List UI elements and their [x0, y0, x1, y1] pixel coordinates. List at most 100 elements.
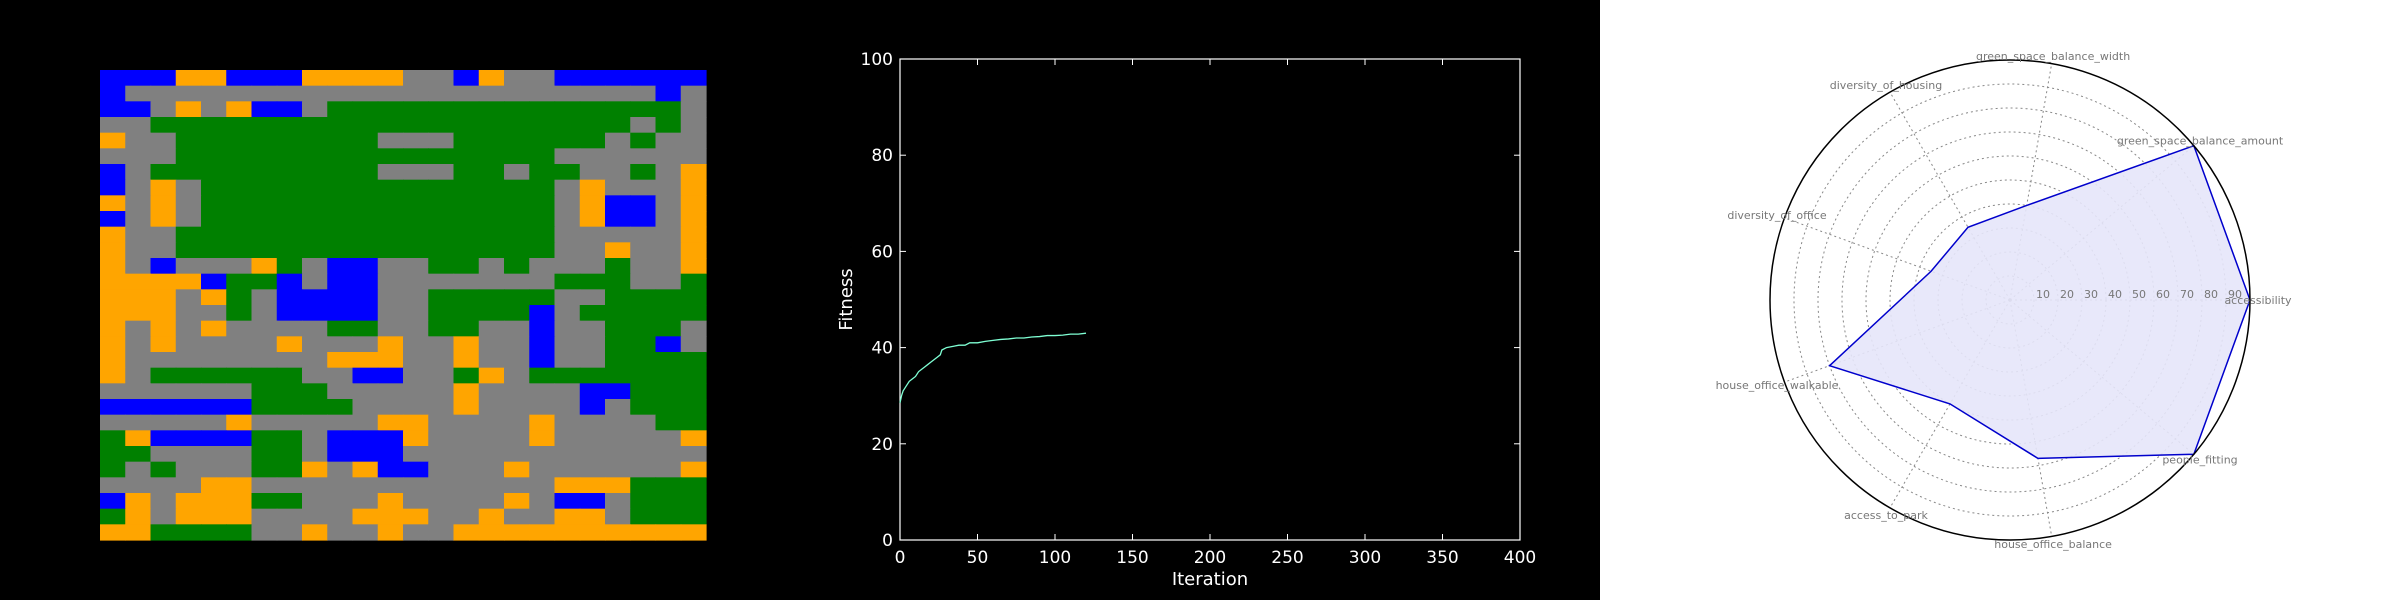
radar-axis-label: diversity_of_housing [1830, 79, 1942, 92]
map-cell-green [276, 164, 303, 181]
map-cell-road [453, 430, 480, 447]
map-cell-green [150, 524, 177, 541]
map-cell-green [605, 117, 631, 134]
map-cell-green [150, 164, 177, 181]
map-cell-blue [377, 461, 404, 478]
map-cell-orange [125, 273, 152, 290]
map-cell-green [377, 226, 404, 243]
map-cell-green [630, 289, 657, 306]
map-cell-blue [554, 493, 581, 510]
map-cell-road [529, 461, 556, 478]
map-cell-green [276, 258, 303, 275]
map-cell-road [579, 446, 606, 463]
map-cell-orange [175, 101, 202, 118]
map-cell-green [428, 242, 455, 259]
map-cell-road [554, 320, 581, 337]
map-cell-green [201, 524, 227, 541]
map-cell-road [150, 477, 177, 494]
map-cell-road [655, 242, 682, 259]
radar-axis-label: house_office_walkable [1716, 379, 1839, 392]
x-axis-label: Iteration [1172, 569, 1248, 590]
map-cell-road [605, 148, 631, 165]
map-cell-blue [276, 289, 303, 306]
map-cell-road [125, 352, 152, 369]
map-cell-road [403, 524, 429, 541]
map-cell-green [327, 179, 354, 196]
x-tick-label: 0 [895, 548, 906, 568]
map-cell-green [529, 195, 556, 212]
map-cell-green [175, 367, 202, 384]
map-cell-road [504, 273, 530, 290]
map-cell-road [150, 383, 177, 400]
map-cell-orange [100, 226, 126, 243]
map-cell-green [352, 164, 379, 181]
map-cell-road [680, 336, 707, 353]
map-cell-road [605, 132, 631, 149]
map-cell-green [529, 117, 556, 134]
map-cell-road [655, 461, 682, 478]
map-cell-green [680, 352, 707, 369]
map-cell-green [428, 101, 455, 118]
map-cell-green [276, 430, 303, 447]
map-cell-road [403, 367, 429, 384]
radar-chart-panel: 10 20 30 40 50 60 70 80 90 accessibility green_spa… [1600, 0, 2400, 600]
map-cell-road [428, 336, 455, 353]
map-cell-road [630, 242, 657, 259]
map-cell-orange [377, 352, 404, 369]
map-cell-green [630, 493, 657, 510]
map-cell-orange [630, 524, 657, 541]
fitness-chart-panel: 0 50 100 150 200 250 300 350 400 0 20 40 60 80 100 Iter… [800, 0, 1600, 600]
map-cell-road [579, 226, 606, 243]
map-cell-green [175, 226, 202, 243]
map-cell-road [605, 446, 631, 463]
map-cell-orange [175, 493, 202, 510]
map-cell-road [377, 399, 404, 416]
x-tick-label: 150 [1116, 548, 1148, 568]
map-cell-road [554, 446, 581, 463]
map-cell-road [428, 524, 455, 541]
x-tick-label: 100 [1039, 548, 1071, 568]
map-cell-road [680, 148, 707, 165]
radar-axis-label: diversity_of_office [1727, 209, 1826, 222]
map-cell-road [125, 117, 152, 134]
radar-ring-label: 50 [2132, 288, 2146, 301]
map-cell-road [655, 226, 682, 243]
map-cell-road [579, 242, 606, 259]
fitness-series-line [899, 332, 1087, 404]
map-cell-green [655, 508, 682, 525]
map-cell-orange [478, 524, 505, 541]
map-cell-green [175, 117, 202, 134]
map-cell-road [478, 258, 505, 275]
map-cell-road [403, 132, 429, 149]
map-cell-road [125, 195, 152, 212]
map-cell-green [680, 508, 707, 525]
map-cell-green [529, 132, 556, 149]
map-cell-green [377, 117, 404, 134]
map-cell-road [150, 508, 177, 525]
map-cell-road [201, 85, 227, 102]
map-cell-blue [276, 70, 303, 87]
map-cell-green [453, 117, 480, 134]
map-cell-orange [100, 273, 126, 290]
map-cell-blue [655, 336, 682, 353]
map-cell-orange [150, 211, 177, 228]
map-cell-blue [352, 305, 379, 322]
map-cell-green [453, 148, 480, 165]
map-cell-road [554, 242, 581, 259]
map-cell-road [175, 446, 202, 463]
map-cell-orange [504, 524, 530, 541]
map-cell-road [504, 320, 530, 337]
map-cell-road [251, 414, 278, 431]
map-cell-green [226, 273, 253, 290]
map-cell-orange [579, 179, 606, 196]
map-cell-blue [377, 446, 404, 463]
map-cell-road [478, 430, 505, 447]
map-cell-road [428, 446, 455, 463]
map-cell-orange [327, 70, 354, 87]
map-cell-road [377, 258, 404, 275]
map-cell-blue [554, 70, 581, 87]
map-cell-green [478, 117, 505, 134]
map-cell-road [150, 226, 177, 243]
map-cell-road [504, 446, 530, 463]
map-cell-road [276, 85, 303, 102]
